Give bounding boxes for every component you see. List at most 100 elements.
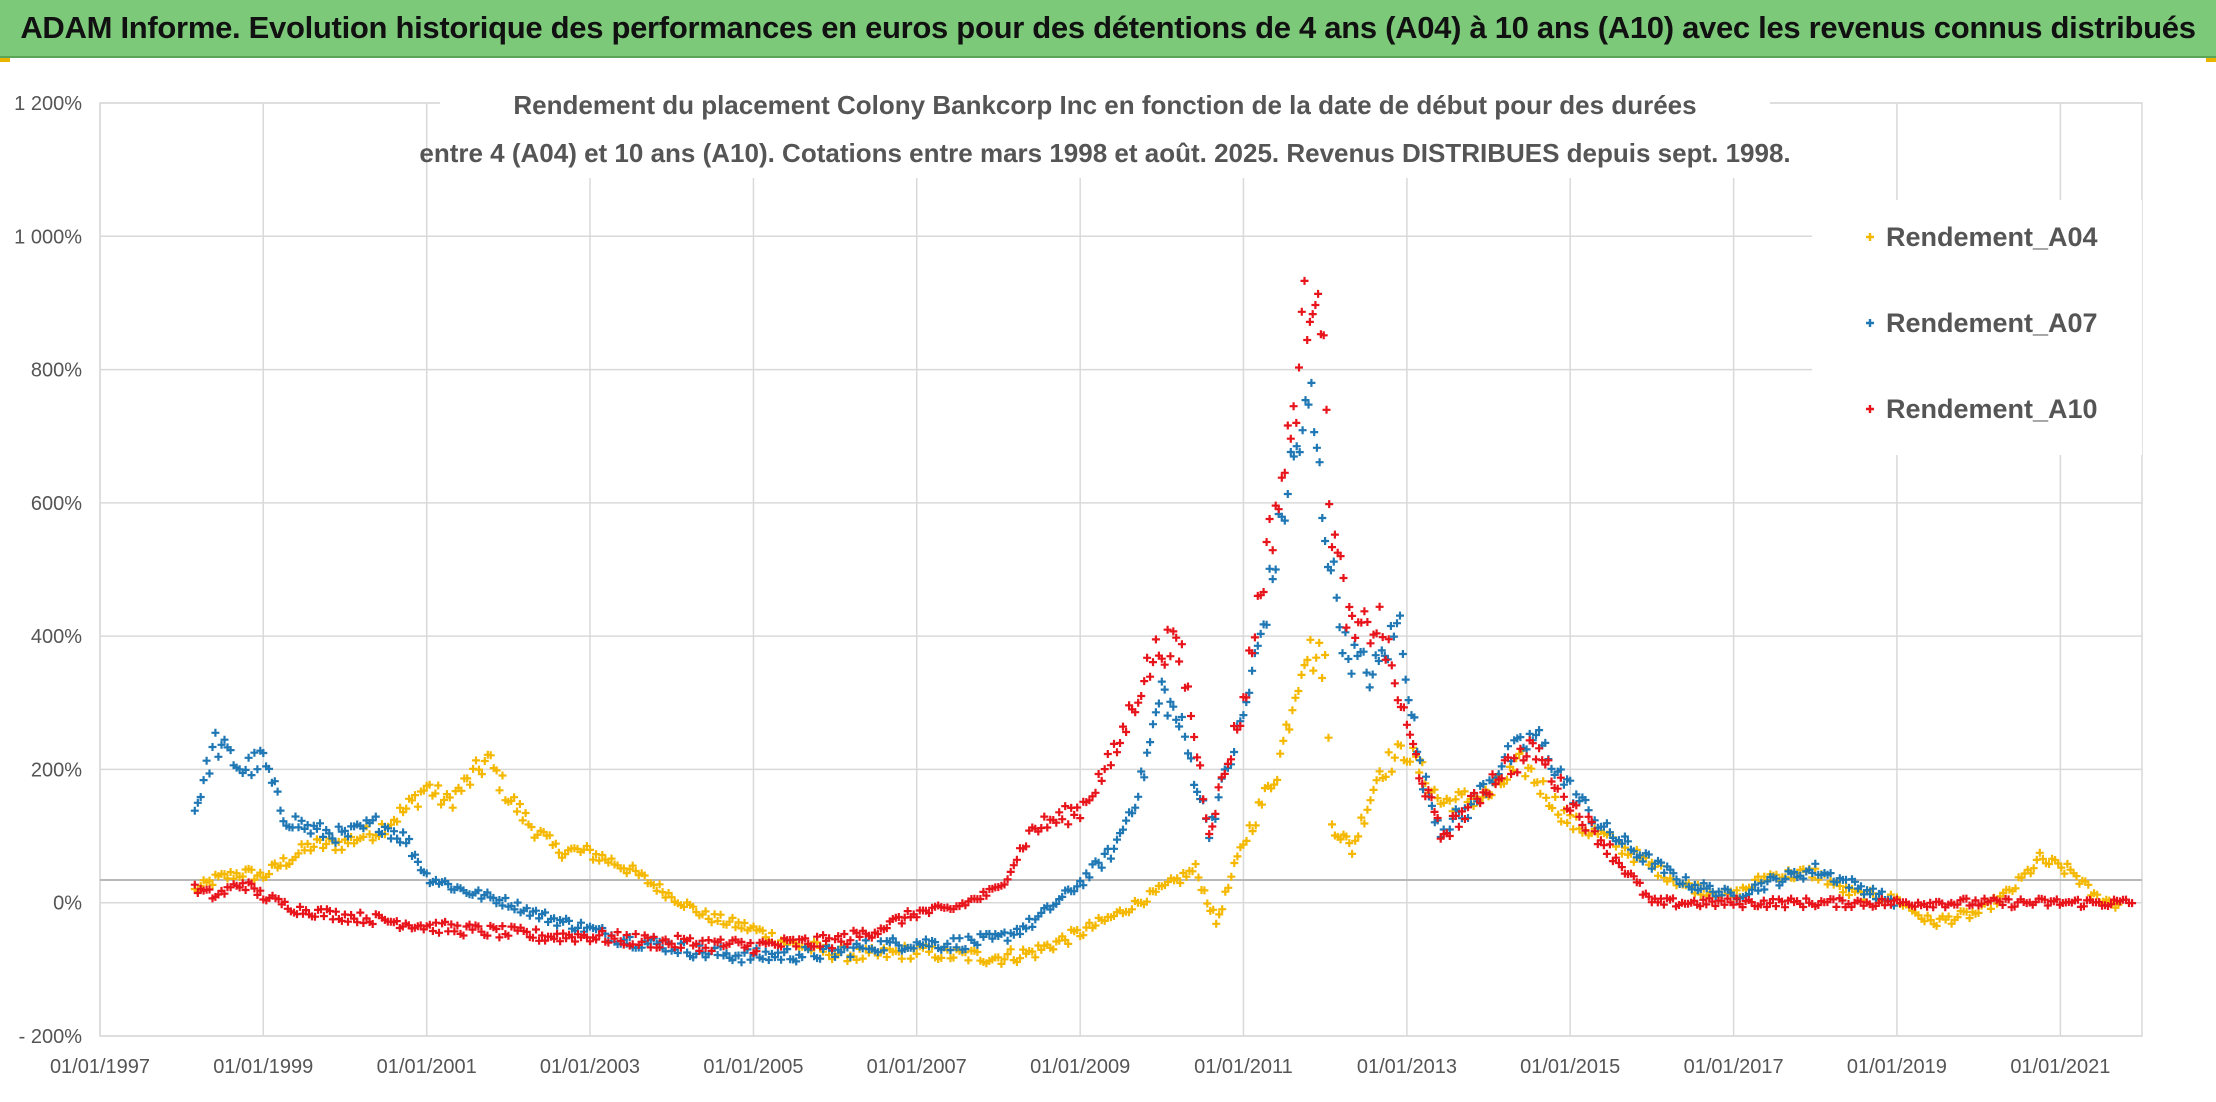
data-point — [1169, 627, 1178, 636]
data-point — [1578, 821, 1587, 829]
data-point — [250, 875, 259, 884]
data-point — [413, 802, 422, 811]
data-point — [1393, 619, 1401, 628]
data-point — [1362, 668, 1371, 677]
data-point — [1181, 732, 1189, 741]
data-point — [1151, 635, 1160, 644]
data-point — [214, 752, 223, 761]
x-tick-label: 01/01/2015 — [1520, 1056, 1620, 1078]
data-point — [1660, 868, 1669, 877]
data-point — [1218, 905, 1227, 914]
data-point — [1620, 832, 1629, 841]
legend-marker — [1866, 319, 1874, 327]
y-tick-label: 1 000% — [14, 226, 82, 248]
data-point — [504, 931, 513, 940]
data-point — [1169, 702, 1178, 711]
data-point — [1297, 307, 1306, 316]
data-point — [1371, 651, 1380, 660]
data-point — [1802, 894, 1811, 903]
data-point — [2054, 859, 2063, 868]
data-point — [1328, 820, 1336, 829]
data-point — [279, 817, 288, 826]
data-point — [1473, 794, 1482, 803]
data-point — [553, 921, 562, 930]
data-point — [1342, 623, 1351, 632]
data-point — [220, 889, 229, 898]
data-point — [1838, 896, 1847, 905]
data-point — [861, 936, 870, 945]
data-point — [816, 942, 825, 951]
data-point — [813, 932, 822, 941]
data-point — [1016, 954, 1024, 963]
data-point — [1037, 945, 1046, 954]
data-point — [211, 728, 220, 737]
data-point — [1215, 910, 1224, 919]
data-point — [2035, 848, 2044, 857]
data-point — [1297, 670, 1306, 679]
data-point — [692, 939, 701, 948]
data-point — [413, 857, 422, 866]
data-point — [988, 934, 997, 943]
data-point — [994, 953, 1003, 962]
data-point — [1386, 622, 1395, 630]
data-point — [925, 942, 933, 951]
data-point — [193, 889, 202, 897]
data-point — [1454, 822, 1463, 831]
data-point — [1073, 926, 1082, 934]
data-point — [2040, 895, 2049, 904]
data-point — [1230, 859, 1239, 867]
data-point — [1522, 752, 1531, 761]
data-point — [1175, 722, 1184, 731]
data-point — [1335, 623, 1344, 632]
data-point — [964, 956, 973, 965]
data-point — [1177, 640, 1186, 649]
data-point — [1279, 736, 1288, 745]
data-point — [459, 931, 468, 940]
data-point — [483, 931, 492, 940]
data-point — [1557, 817, 1566, 826]
data-point — [1134, 698, 1143, 707]
data-point — [1304, 400, 1313, 409]
x-tick-label: 01/01/2021 — [2010, 1056, 2110, 1078]
data-point — [1003, 936, 1012, 945]
data-point — [837, 948, 846, 957]
data-point — [858, 954, 867, 963]
data-point — [1375, 602, 1384, 611]
data-point — [1772, 874, 1781, 883]
data-point — [463, 774, 472, 783]
data-point — [1271, 565, 1280, 574]
data-point — [276, 806, 285, 815]
data-point — [1285, 725, 1294, 734]
data-point — [1433, 814, 1442, 822]
data-point — [577, 918, 585, 927]
data-point — [1292, 442, 1301, 451]
data-point — [1172, 715, 1181, 724]
data-point — [912, 913, 921, 922]
data-point — [1000, 880, 1009, 889]
data-point — [253, 890, 262, 899]
data-point — [831, 952, 840, 961]
data-point — [1110, 844, 1118, 853]
data-point — [1553, 784, 1562, 793]
data-point — [1106, 761, 1115, 770]
data-point — [925, 909, 933, 917]
data-point — [1307, 378, 1316, 387]
data-point — [1160, 660, 1169, 669]
data-point — [1556, 773, 1565, 782]
data-point — [1638, 857, 1647, 866]
data-point — [445, 793, 454, 802]
data-point — [312, 824, 321, 833]
data-point — [1006, 945, 1015, 954]
data-point — [1644, 892, 1653, 901]
data-point — [1220, 769, 1229, 778]
data-point — [1276, 749, 1285, 758]
data-point — [1070, 887, 1079, 896]
data-point — [1799, 903, 1808, 911]
data-point — [1699, 895, 1708, 904]
legend-background — [1812, 200, 2142, 455]
data-point — [1402, 720, 1411, 729]
data-point — [1351, 633, 1360, 642]
data-point — [1012, 924, 1021, 933]
data-point — [1396, 741, 1405, 750]
data-point — [498, 901, 507, 910]
